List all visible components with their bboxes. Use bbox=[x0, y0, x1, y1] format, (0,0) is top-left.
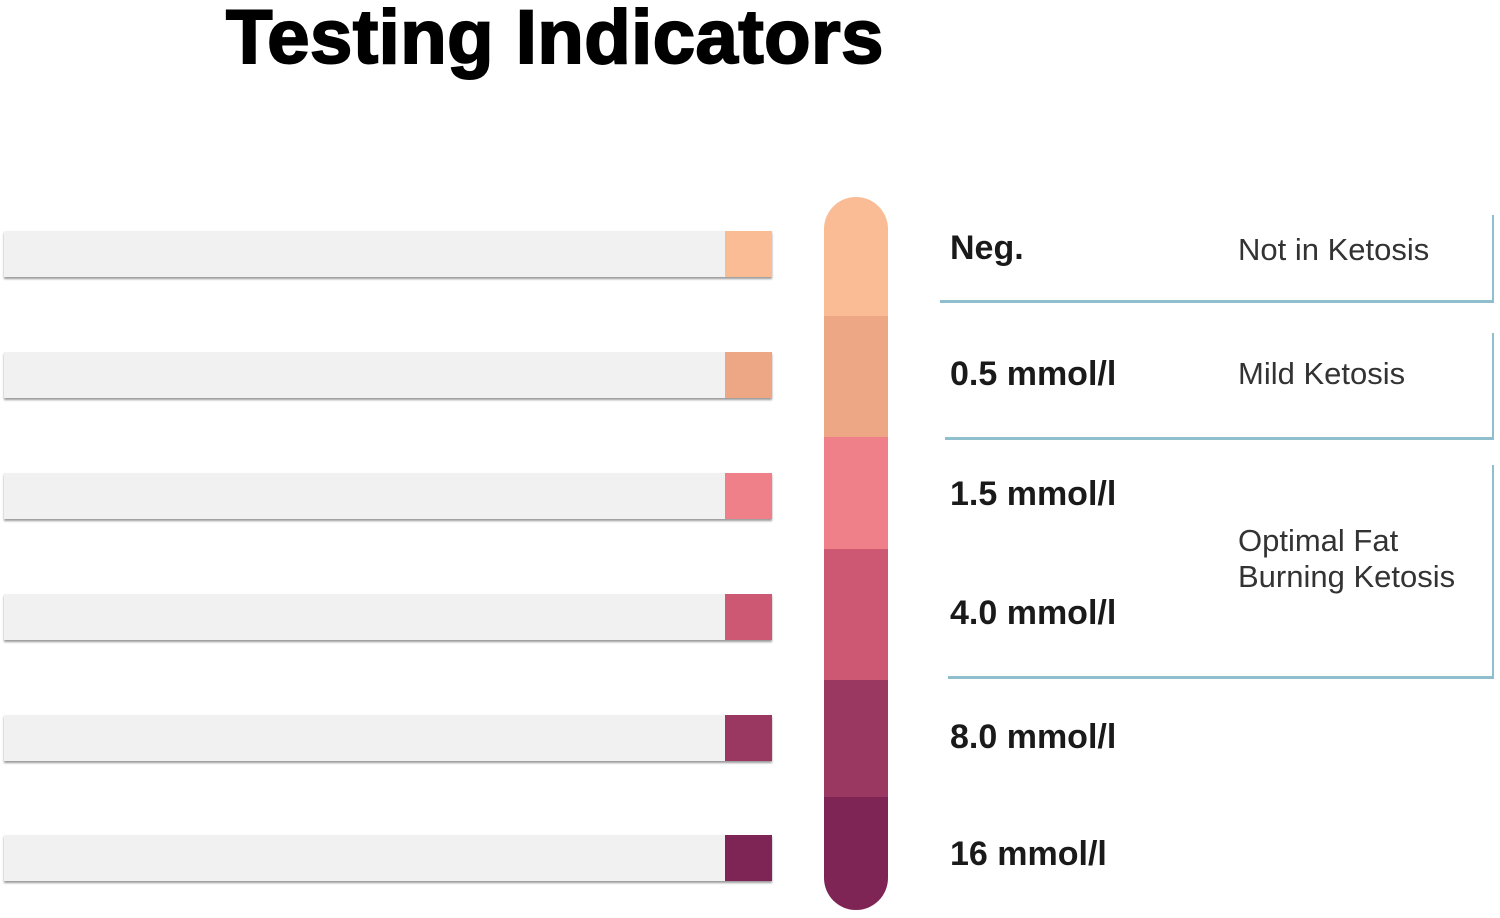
scale-segment bbox=[824, 680, 888, 797]
test-strip bbox=[4, 835, 772, 881]
strip-color-pad bbox=[725, 715, 772, 761]
range-label-not-in-ketosis: Not in Ketosis bbox=[1238, 232, 1430, 267]
strip-color-pad bbox=[725, 352, 772, 398]
scale-segment bbox=[824, 437, 888, 549]
level-label: 4.0 mmol/l bbox=[950, 594, 1117, 632]
scale-segment bbox=[824, 549, 888, 680]
test-strip bbox=[4, 594, 772, 640]
test-strip bbox=[4, 231, 772, 277]
strip-color-pad bbox=[725, 231, 772, 277]
test-strip bbox=[4, 473, 772, 519]
scale-segment bbox=[824, 197, 888, 316]
range-label-mild-ketosis: Mild Ketosis bbox=[1238, 356, 1406, 391]
scale-segment bbox=[824, 797, 888, 910]
level-label: Neg. bbox=[950, 229, 1024, 267]
color-scale-bar bbox=[824, 197, 888, 910]
range-label-line: Optimal Fat bbox=[1238, 523, 1399, 558]
test-strip bbox=[4, 352, 772, 398]
test-strip bbox=[4, 715, 772, 761]
range-bracket-optimal-ketosis bbox=[948, 465, 1494, 679]
level-label: 16 mmol/l bbox=[950, 835, 1107, 873]
scale-segment bbox=[824, 316, 888, 437]
range-label-optimal-ketosis: Optimal Fat Burning Ketosis bbox=[1238, 523, 1455, 595]
level-label: 1.5 mmol/l bbox=[950, 475, 1117, 513]
level-label: 8.0 mmol/l bbox=[950, 718, 1117, 756]
range-bracket-not-in-ketosis bbox=[940, 215, 1494, 303]
strip-color-pad bbox=[725, 835, 772, 881]
page-title: Testing Indicators bbox=[225, 0, 884, 81]
level-label: 0.5 mmol/l bbox=[950, 355, 1117, 393]
range-bracket-mild-ketosis bbox=[945, 333, 1494, 440]
strip-color-pad bbox=[725, 473, 772, 519]
range-label-line: Burning Ketosis bbox=[1238, 559, 1456, 594]
strip-color-pad bbox=[725, 594, 772, 640]
